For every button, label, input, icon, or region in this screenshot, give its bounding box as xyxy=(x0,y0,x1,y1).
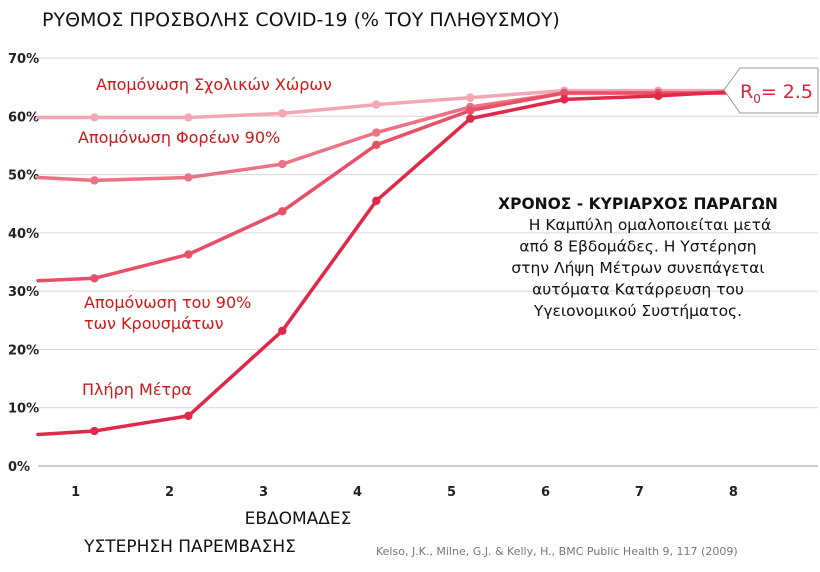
y-tick-label: 10% xyxy=(8,402,39,417)
annotation-line: Η Καμπύλη ομαλοποιείται μετά xyxy=(529,216,771,234)
series-label: Απομόνωση Σχολικών Χώρων xyxy=(96,75,332,94)
data-point xyxy=(372,196,381,205)
y-tick-label: 40% xyxy=(8,227,39,242)
data-point xyxy=(184,411,193,421)
y-tick-label: 30% xyxy=(8,285,39,300)
series-label-line: Απομόνωση του 90% xyxy=(84,293,251,312)
data-point xyxy=(372,140,381,150)
r0-badge: R0= 2.5 xyxy=(723,67,819,114)
series-labels: Απομόνωση Σχολικών Χώρων Απομόνωση Φορέων… xyxy=(78,75,332,399)
series-label-line: των Κρουσμάτων xyxy=(84,314,224,333)
r0-subscript: 0 xyxy=(753,92,761,106)
r0-label: R0= 2.5 xyxy=(740,81,813,106)
series-points xyxy=(90,86,663,436)
x-tick-label: 7 xyxy=(635,485,644,500)
series-label: Απομόνωση Φορέων 90% xyxy=(78,128,280,147)
y-tick-label: 60% xyxy=(8,110,39,125)
annotation-line: στην Λήψη Μέτρων συνεπάγεται xyxy=(511,259,764,277)
x-axis-subtitle: ΥΣΤΕΡΗΣΗ ΠΑΡΕΜΒΑΣΗΣ xyxy=(83,537,296,557)
data-point xyxy=(560,88,569,98)
data-point xyxy=(560,95,569,104)
x-tick-labels: 1 2 3 4 5 6 7 8 xyxy=(71,485,738,500)
data-point xyxy=(654,91,663,101)
y-tick-label: 0% xyxy=(8,460,30,475)
y-tick-label: 20% xyxy=(8,343,39,358)
annotation-line: Υγειονομικού Συστήματος. xyxy=(533,302,742,320)
data-point xyxy=(90,426,99,436)
series-label-line: Απομόνωση Φορέων 90% xyxy=(78,128,280,147)
x-tick-label: 5 xyxy=(447,485,456,500)
data-point xyxy=(90,176,99,185)
data-point xyxy=(278,207,287,216)
data-point xyxy=(466,93,475,102)
data-point xyxy=(372,128,381,137)
r0-value: = 2.5 xyxy=(761,81,813,103)
x-tick-label: 4 xyxy=(353,485,362,500)
citation: Kelso, J.K., Milne, G.J. & Kelly, H., BM… xyxy=(376,545,738,558)
r0-symbol: R xyxy=(740,81,753,103)
data-point xyxy=(90,274,99,283)
annotation-line: από 8 Εβδομάδες. Η Υστέρηση xyxy=(519,238,756,256)
data-point xyxy=(278,159,287,169)
y-tick-labels: 0% 10% 20% 30% 40% 50% 60% 70% xyxy=(8,52,39,475)
data-point xyxy=(466,106,475,115)
series-label: Απομόνωση του 90% των Κρουσμάτων xyxy=(84,293,251,333)
annotation-box: ΧΡΟΝΟΣ - ΚΥΡΙΑΡΧΟΣ ΠΑΡΑΓΩΝ Η Καμπύλη ομαλ… xyxy=(498,195,778,320)
data-point xyxy=(184,113,193,122)
data-point xyxy=(278,326,287,335)
annotation-line: αυτόματα Κατάρρευση του xyxy=(532,281,744,299)
y-tick-label: 50% xyxy=(8,169,39,184)
data-point xyxy=(466,114,475,123)
x-axis-title: ΕΒΔΟΜΑΔΕΣ xyxy=(245,509,352,529)
series-label-line: Πλήρη Μέτρα xyxy=(82,380,192,399)
x-tick-label: 1 xyxy=(71,485,80,500)
annotation-title: ΧΡΟΝΟΣ - ΚΥΡΙΑΡΧΟΣ ΠΑΡΑΓΩΝ xyxy=(498,195,778,213)
data-point xyxy=(184,250,193,259)
data-point xyxy=(372,100,381,109)
x-tick-label: 6 xyxy=(541,485,550,500)
series-label-line: Απομόνωση Σχολικών Χώρων xyxy=(96,75,332,94)
y-tick-label: 70% xyxy=(8,52,39,67)
data-point xyxy=(184,173,193,182)
x-tick-label: 3 xyxy=(259,485,268,500)
data-point xyxy=(278,109,287,118)
x-tick-label: 2 xyxy=(165,485,174,500)
series-label: Πλήρη Μέτρα xyxy=(82,380,192,399)
data-point xyxy=(90,113,99,122)
x-tick-label: 8 xyxy=(729,485,738,500)
r0-badge-shape xyxy=(723,67,819,114)
chart-title: ΡΥΘΜΟΣ ΠΡΟΣΒΟΛΗΣ COVID-19 (% ΤΟΥ ΠΛΗΘΥΣΜ… xyxy=(42,9,560,31)
